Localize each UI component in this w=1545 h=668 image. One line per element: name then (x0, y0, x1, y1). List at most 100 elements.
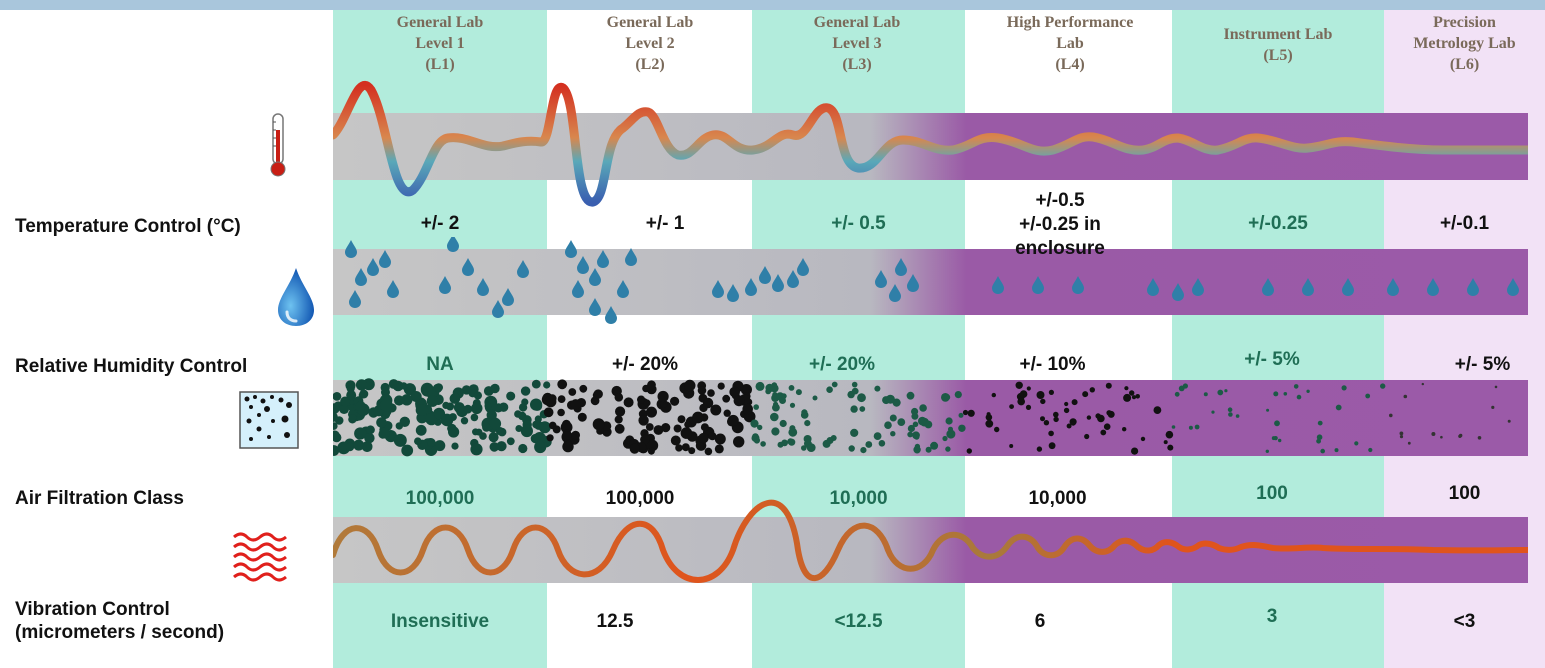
air-particle (461, 385, 472, 395)
humidity-droplet-strip (333, 237, 1528, 324)
air-particle (780, 393, 787, 399)
air-particle (914, 443, 921, 450)
air-particle (1153, 406, 1162, 414)
air-particle (434, 409, 445, 420)
air-particle (944, 394, 951, 401)
header-line: General Lab (396, 14, 484, 31)
air-particle (451, 442, 459, 450)
air-particle (1224, 389, 1228, 393)
humidity-droplet (379, 250, 391, 268)
humidity-droplet (439, 276, 451, 294)
air-particle (806, 443, 816, 452)
air-particle (913, 434, 920, 440)
air-particle (333, 412, 338, 422)
air-particle (954, 391, 962, 399)
air-particle (1017, 397, 1025, 406)
air-particle (850, 428, 859, 437)
air-particle (753, 437, 760, 444)
humidity-value-l2: +/- 20% (611, 354, 678, 375)
air-particle (966, 448, 972, 454)
air-particle (1048, 430, 1054, 437)
air-particle (488, 432, 499, 443)
air-particle (857, 393, 866, 403)
humidity-droplet (589, 268, 601, 286)
air-particle (366, 425, 375, 435)
air-particle (1365, 393, 1371, 399)
header-line: Precision (1433, 14, 1496, 31)
air-value-l2: 100,000 (605, 488, 675, 509)
air-particle (779, 419, 787, 428)
air-particle (918, 416, 927, 426)
air-particle (1283, 392, 1288, 396)
vibration-value-l3: <12.5 (834, 611, 883, 632)
air-particle (1106, 410, 1112, 416)
air-particle (1123, 393, 1132, 402)
air-particle (495, 427, 504, 436)
air-particle (991, 392, 996, 398)
humidity-strip-background (333, 249, 1528, 315)
air-particle (1368, 447, 1373, 453)
humidity-value-l1: NA (426, 354, 454, 375)
air-particle (557, 408, 565, 417)
air-particle (733, 436, 745, 448)
air-particle (750, 419, 759, 428)
air-particle (1070, 421, 1076, 426)
air-particle (801, 409, 808, 416)
air-particle (1178, 385, 1185, 392)
air-particle (355, 379, 368, 391)
air-particle (1131, 447, 1139, 455)
air-particle (1036, 391, 1045, 399)
air-particle (518, 403, 528, 412)
air-particle (489, 442, 500, 452)
particles-icon (239, 391, 299, 449)
air-particle (714, 433, 726, 445)
air-particle (470, 413, 479, 422)
air-particle (1431, 432, 1436, 436)
air-particle (859, 406, 866, 412)
air-particle (1129, 390, 1135, 396)
air-particle (410, 391, 422, 402)
header-line: (L6) (1449, 56, 1480, 73)
row-label-humidity: Relative Humidity Control (15, 356, 248, 377)
temperature-value-l4-line1: +/-0.5 (1035, 190, 1085, 211)
humidity-droplet (1072, 276, 1084, 294)
air-particle (912, 421, 919, 428)
air-particle (1025, 404, 1032, 410)
air-particle (684, 379, 696, 392)
header-line: (L4) (1055, 56, 1085, 73)
air-particle (380, 398, 393, 412)
humidity-droplet (367, 258, 379, 276)
air-particle (647, 380, 656, 390)
humidity-droplet (447, 237, 459, 252)
air-particle (967, 409, 975, 417)
air-particle (489, 417, 502, 430)
temperature-wave-strip (333, 81, 1528, 207)
air-particle (557, 395, 566, 403)
air-particle (831, 381, 838, 388)
air-particle (1335, 404, 1342, 411)
air-value-l5: 100 (1256, 483, 1288, 504)
air-value-l3: 10,000 (829, 488, 888, 509)
air-particle (1103, 423, 1111, 430)
air-particle (680, 427, 693, 439)
humidity-droplet (992, 276, 1004, 294)
air-particle (1354, 441, 1359, 446)
air-particle (340, 396, 351, 407)
air-particle (1188, 425, 1193, 430)
air-particle (1334, 448, 1339, 453)
air-particle (1265, 449, 1269, 453)
air-particle (878, 440, 886, 447)
column-header-l2: General Lab Level 2 (L2) (555, 12, 745, 75)
row-label-vibration-line1: Vibration Control (15, 599, 170, 620)
air-particle (1316, 438, 1321, 444)
header-line: Level 1 (415, 35, 465, 52)
air-particle (463, 404, 473, 414)
air-particle (484, 402, 492, 410)
air-particle (579, 384, 588, 393)
air-particle (415, 404, 428, 416)
air-particle (638, 415, 649, 426)
humidity-droplet (1507, 278, 1519, 296)
air-particle (646, 406, 657, 418)
air-particle (552, 425, 561, 434)
header-line: (L2) (635, 56, 665, 73)
